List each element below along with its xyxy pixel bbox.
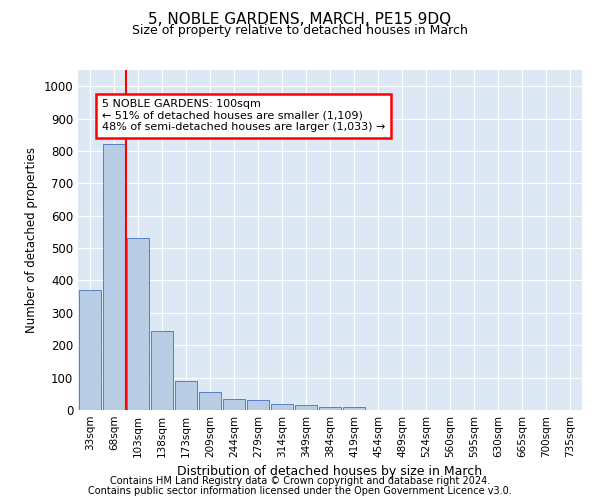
Bar [247, 400, 269, 410]
Bar [295, 405, 317, 410]
Bar [175, 381, 197, 410]
Bar [103, 144, 125, 410]
Bar [79, 290, 101, 410]
Bar [343, 407, 365, 410]
X-axis label: Distribution of detached houses by size in March: Distribution of detached houses by size … [178, 466, 482, 478]
Bar [127, 238, 149, 410]
Y-axis label: Number of detached properties: Number of detached properties [25, 147, 38, 333]
Bar [319, 407, 341, 410]
Text: 5 NOBLE GARDENS: 100sqm
← 51% of detached houses are smaller (1,109)
48% of semi: 5 NOBLE GARDENS: 100sqm ← 51% of detache… [102, 99, 385, 132]
Bar [199, 392, 221, 410]
Bar [223, 398, 245, 410]
Text: Contains HM Land Registry data © Crown copyright and database right 2024.: Contains HM Land Registry data © Crown c… [110, 476, 490, 486]
Text: Size of property relative to detached houses in March: Size of property relative to detached ho… [132, 24, 468, 37]
Bar [271, 404, 293, 410]
Bar [151, 330, 173, 410]
Text: Contains public sector information licensed under the Open Government Licence v3: Contains public sector information licen… [88, 486, 512, 496]
Text: 5, NOBLE GARDENS, MARCH, PE15 9DQ: 5, NOBLE GARDENS, MARCH, PE15 9DQ [148, 12, 452, 28]
